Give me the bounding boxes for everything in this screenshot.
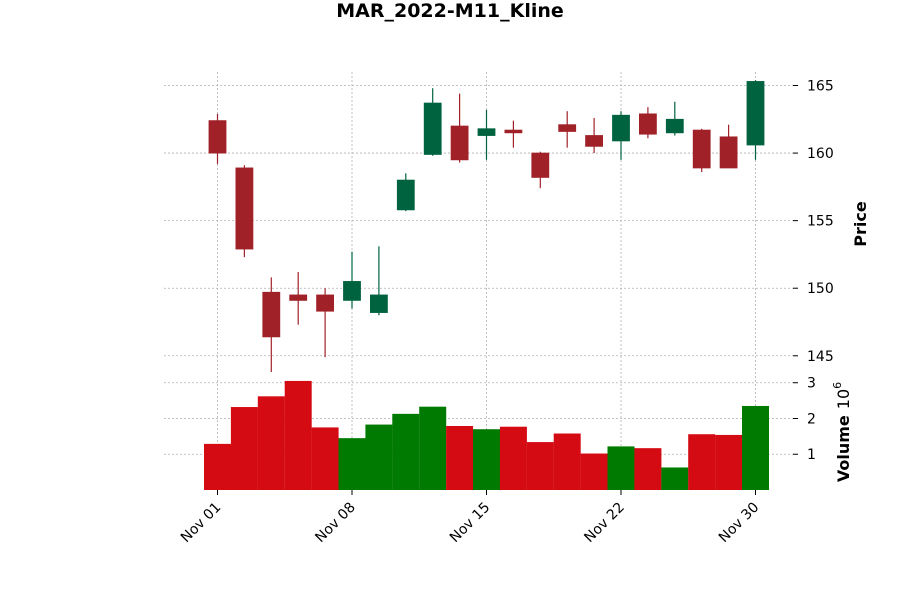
price-axis-label: Price bbox=[851, 201, 870, 247]
candle-body bbox=[665, 118, 684, 134]
volume-bar bbox=[230, 407, 258, 490]
candle bbox=[396, 173, 415, 212]
candle-body bbox=[477, 128, 496, 136]
price-panel-grid bbox=[164, 72, 793, 372]
volume-axis-ticks: 1 2 3 bbox=[793, 376, 816, 463]
volume-bar bbox=[311, 427, 339, 490]
volume-label-text: Volume bbox=[834, 415, 853, 482]
volume-bar bbox=[419, 406, 447, 490]
volume-tick-label: 1 bbox=[807, 447, 816, 463]
candle bbox=[692, 128, 711, 172]
candle-body bbox=[235, 167, 254, 250]
date-tick-label: Nov 22 bbox=[581, 500, 627, 546]
candle-body bbox=[316, 294, 335, 312]
candle bbox=[289, 272, 308, 325]
candle bbox=[208, 113, 227, 164]
candle bbox=[369, 246, 388, 316]
volume-multiplier-base: 10 bbox=[834, 389, 853, 409]
price-tick-label: 165 bbox=[807, 79, 834, 95]
candle bbox=[477, 109, 496, 160]
chart-title: MAR_2022-M11_Kline bbox=[336, 0, 564, 22]
candle bbox=[343, 251, 361, 309]
candle-body bbox=[746, 81, 765, 146]
candle-body bbox=[558, 124, 577, 132]
volume-bar bbox=[446, 425, 474, 490]
volume-bar bbox=[553, 433, 581, 490]
price-tick-label: 155 bbox=[807, 214, 834, 230]
volume-bar bbox=[580, 453, 608, 490]
candle bbox=[719, 124, 738, 169]
date-axis-ticks: Nov 01 Nov 08 Nov 15 Nov 22 Nov 30 bbox=[178, 490, 762, 546]
candle bbox=[235, 165, 254, 258]
volume-bars bbox=[204, 380, 769, 490]
candle-body bbox=[531, 152, 550, 178]
volume-bar bbox=[284, 380, 312, 490]
candle-body bbox=[612, 114, 630, 142]
price-tick-label: 145 bbox=[807, 349, 834, 365]
date-tick-label: Nov 01 bbox=[178, 500, 224, 546]
candle bbox=[450, 93, 469, 163]
candle bbox=[316, 288, 335, 358]
volume-tick-label: 3 bbox=[807, 376, 816, 392]
price-tick-label: 160 bbox=[807, 146, 834, 162]
candle-body bbox=[262, 291, 281, 338]
candle bbox=[504, 120, 523, 148]
price-axis-ticks: 145 150 155 160 165 bbox=[793, 79, 834, 365]
candle-body bbox=[423, 102, 442, 155]
candle bbox=[262, 277, 281, 372]
candle bbox=[612, 111, 630, 160]
volume-axis-label: Volume 106 bbox=[831, 382, 853, 482]
candle-body bbox=[719, 136, 738, 169]
volume-tick-label: 2 bbox=[807, 411, 816, 427]
candle bbox=[665, 101, 684, 136]
candle-body bbox=[639, 113, 657, 135]
volume-bar bbox=[392, 413, 420, 490]
candle-body bbox=[289, 294, 308, 301]
candle-body bbox=[450, 125, 469, 161]
candle-body bbox=[504, 129, 523, 134]
candle bbox=[639, 107, 657, 139]
candle-body bbox=[396, 179, 415, 211]
candle bbox=[531, 151, 550, 189]
volume-bar bbox=[526, 442, 554, 490]
candle bbox=[558, 111, 577, 148]
volume-bar bbox=[607, 446, 635, 490]
candle-body bbox=[692, 129, 711, 169]
candle-body bbox=[585, 135, 603, 147]
date-tick-label: Nov 30 bbox=[716, 500, 762, 546]
candle bbox=[423, 88, 442, 156]
candle bbox=[585, 117, 603, 154]
date-tick-label: Nov 08 bbox=[312, 500, 358, 546]
date-tick-label: Nov 15 bbox=[447, 500, 493, 546]
price-tick-label: 150 bbox=[807, 281, 834, 297]
volume-bar bbox=[473, 429, 500, 490]
volume-bar bbox=[688, 434, 716, 490]
volume-bar bbox=[257, 396, 285, 490]
volume-multiplier-exponent: 6 bbox=[831, 382, 844, 389]
candles bbox=[208, 80, 765, 372]
candle-body bbox=[208, 120, 227, 154]
volume-bar bbox=[338, 438, 366, 490]
candle bbox=[746, 80, 765, 160]
candle-body bbox=[369, 294, 388, 313]
volume-bar bbox=[715, 434, 743, 490]
volume-bar bbox=[742, 405, 769, 490]
volume-bar bbox=[499, 426, 527, 490]
candle-body bbox=[343, 281, 361, 301]
volume-bar bbox=[634, 448, 662, 490]
volume-bar bbox=[661, 467, 689, 490]
volume-bar bbox=[204, 443, 231, 490]
volume-bar bbox=[365, 424, 393, 490]
